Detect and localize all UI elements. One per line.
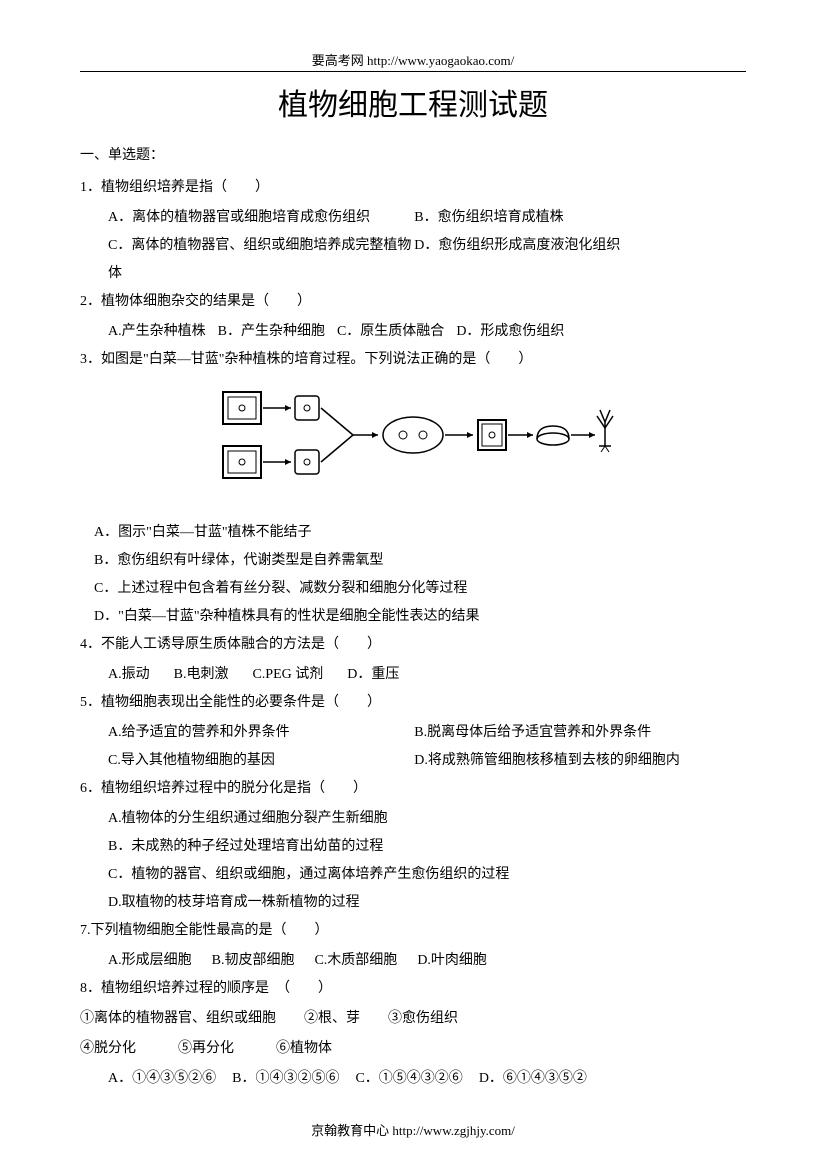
q2-opt-c: C．原生质体融合	[337, 318, 444, 346]
q3-opt-b: B．愈伤组织有叶绿体，代谢类型是自养需氧型	[94, 547, 746, 575]
q6-stem: 6．植物组织培养过程中的脱分化是指（ ）	[80, 775, 746, 803]
q8-line1: ①离体的植物器官、组织或细胞 ②根、芽 ③愈伤组织	[80, 1005, 746, 1033]
q5-opt-b: B.脱离母体后给予适宜营养和外界条件	[414, 719, 720, 747]
footer-url: 京翰教育中心 http://www.zgjhjy.com/	[0, 1120, 826, 1139]
q7-stem: 7.下列植物细胞全能性最高的是（ ）	[80, 917, 746, 945]
q5-opt-d: D.将成熟筛管细胞核移植到去核的卵细胞内	[414, 747, 720, 775]
q4-opt-c: C.PEG 试剂	[252, 661, 323, 689]
q4-stem: 4．不能人工诱导原生质体融合的方法是（ ）	[80, 631, 746, 659]
q5-opt-a: A.给予适宜的营养和外界条件	[108, 719, 414, 747]
q3-opt-c: C．上述过程中包含着有丝分裂、减数分裂和细胞分化等过程	[94, 575, 746, 603]
header-url: 要高考网 http://www.yaogaokao.com/	[80, 50, 746, 72]
q7-opt-c: C.木质部细胞	[314, 947, 397, 975]
q3-diagram	[80, 384, 746, 499]
q2-opt-d: D．形成愈伤组织	[456, 318, 564, 346]
q3-opt-a: A．图示"白菜—甘蓝"植株不能结子	[94, 519, 746, 547]
q8-opt-d: D．⑥①④③⑤②	[479, 1065, 587, 1093]
q7-opt-d: D.叶肉细胞	[417, 947, 487, 975]
q6-opt-d: D.取植物的枝芽培育成一株新植物的过程	[108, 889, 746, 917]
q2-opt-b: B．产生杂种细胞	[218, 318, 325, 346]
q7-opt-a: A.形成层细胞	[108, 947, 192, 975]
q4-opt-d: D．重压	[347, 661, 399, 689]
section-heading: 一、单选题：	[80, 144, 746, 164]
q4-opt-b: B.电刺激	[174, 661, 229, 689]
q1-opt-a: A．离体的植物器官或细胞培育成愈伤组织	[108, 204, 414, 232]
q2-opt-a: A.产生杂种植株	[108, 318, 206, 346]
q8-stem: 8．植物组织培养过程的顺序是 （ ）	[80, 975, 746, 1003]
q3-stem: 3．如图是"白菜―甘蓝"杂种植株的培育过程。下列说法正确的是（ ）	[80, 346, 746, 374]
q1-stem: 1．植物组织培养是指（ ）	[80, 174, 746, 202]
q2-stem: 2．植物体细胞杂交的结果是（ ）	[80, 288, 746, 316]
q3-opt-d: D．"白菜—甘蓝"杂种植株具有的性状是细胞全能性表达的结果	[94, 603, 746, 631]
page-title: 植物细胞工程测试题	[80, 80, 746, 124]
q6-opt-b: B．未成熟的种子经过处理培育出幼苗的过程	[108, 833, 746, 861]
q5-opt-c: C.导入其他植物细胞的基因	[108, 747, 414, 775]
q8-opt-a: A．①④③⑤②⑥	[108, 1065, 216, 1093]
q7-opt-b: B.韧皮部细胞	[212, 947, 295, 975]
q1-opt-c: C．离体的植物器官、组织或细胞培养成完整植物体	[108, 232, 414, 288]
q4-opt-a: A.振动	[108, 661, 150, 689]
q1-opt-b: B．愈伤组织培育成植株	[414, 204, 720, 232]
q6-opt-a: A.植物体的分生组织通过细胞分裂产生新细胞	[108, 805, 746, 833]
q8-opt-b: B．①④③②⑤⑥	[232, 1065, 339, 1093]
q6-opt-c: C．植物的器官、组织或细胞，通过离体培养产生愈伤组织的过程	[108, 861, 746, 889]
q8-opt-c: C．①⑤④③②⑥	[355, 1065, 462, 1093]
q8-line2: ④脱分化 ⑤再分化 ⑥植物体	[80, 1035, 746, 1063]
q1-opt-d: D．愈伤组织形成高度液泡化组织	[414, 232, 720, 288]
q5-stem: 5．植物细胞表现出全能性的必要条件是（ ）	[80, 689, 746, 717]
